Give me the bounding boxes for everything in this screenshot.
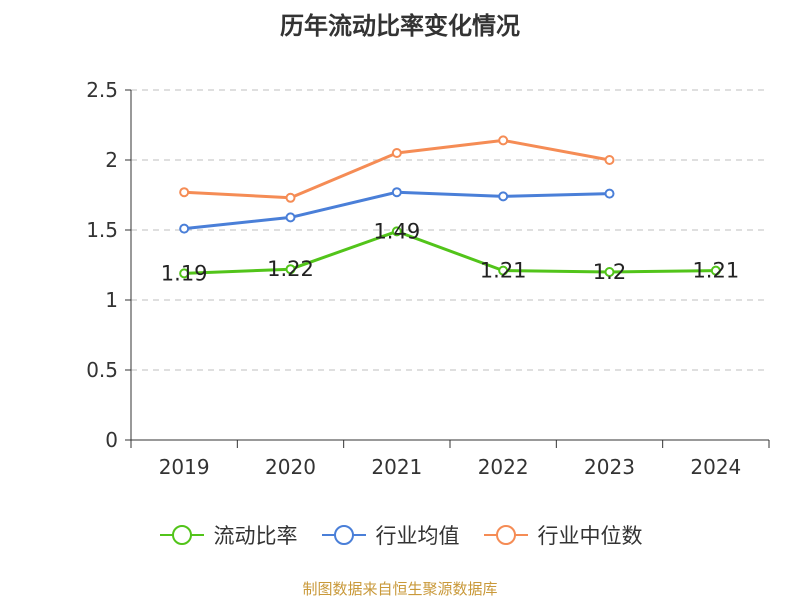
x-tick-label: 2022 <box>478 455 529 479</box>
legend-label: 流动比率 <box>213 524 298 548</box>
y-tick-label: 1 <box>105 288 118 312</box>
data-point <box>391 226 402 237</box>
data-label: 1.2 <box>593 260 626 284</box>
legend-item-current-ratio[interactable]: 流动比率 <box>158 520 298 550</box>
legend-marker-industry-mean <box>321 525 366 545</box>
data-point <box>710 265 721 276</box>
legend-marker-industry-median <box>483 525 528 545</box>
source-note: 制图数据来自恒生聚源数据库 <box>302 580 498 598</box>
series-line <box>184 229 716 275</box>
legend-label: 行业均值 <box>375 524 460 548</box>
legend-item-industry-median[interactable]: 行业中位数 <box>482 520 643 550</box>
data-point <box>285 264 296 275</box>
y-tick-label: 0.5 <box>86 358 118 382</box>
data-label: 1.19 <box>161 261 208 285</box>
y-tick-label: 0 <box>105 428 118 452</box>
legend-label: 行业中位数 <box>537 524 643 548</box>
x-tick-label: 2024 <box>690 455 741 479</box>
legend-marker-current-ratio <box>159 525 204 545</box>
y-tick-label: 2 <box>105 148 118 172</box>
data-label: 1.21 <box>480 259 527 283</box>
data-point <box>604 267 615 277</box>
chart-title: 历年流动比率变化情况 <box>280 12 520 40</box>
series-points <box>179 135 721 279</box>
data-label: 1.22 <box>267 257 314 281</box>
data-point <box>498 135 509 146</box>
data-point <box>285 212 296 223</box>
data-point <box>604 188 615 199</box>
data-point <box>179 268 190 279</box>
axes: 0 0.5 1 1.5 2 2.5 2019 2020 2021 2022 2023 2024 <box>86 78 770 479</box>
x-tick-label: 2023 <box>584 455 635 479</box>
data-point <box>285 192 296 203</box>
data-label: 1.21 <box>692 259 739 283</box>
y-tick-label: 1.5 <box>86 218 118 242</box>
legend: 流动比率 行业均值 行业中位数 <box>0 520 800 550</box>
y-tick-label: 2.5 <box>86 78 118 102</box>
data-point <box>391 148 402 158</box>
data-labels: 1.19 1.22 1.49 1.21 1.2 1.21 <box>161 219 739 285</box>
data-label: 1.49 <box>373 219 420 243</box>
data-point <box>179 223 190 234</box>
data-point <box>391 187 402 198</box>
gridlines <box>131 89 769 371</box>
data-point <box>179 187 190 198</box>
data-point <box>498 265 509 276</box>
legend-item-industry-mean[interactable]: 行业均值 <box>320 520 460 550</box>
data-point <box>498 191 509 202</box>
x-tick-label: 2020 <box>265 455 316 479</box>
x-tick-label: 2021 <box>371 455 422 479</box>
x-tick-label: 2019 <box>159 455 210 479</box>
data-point <box>604 155 615 165</box>
